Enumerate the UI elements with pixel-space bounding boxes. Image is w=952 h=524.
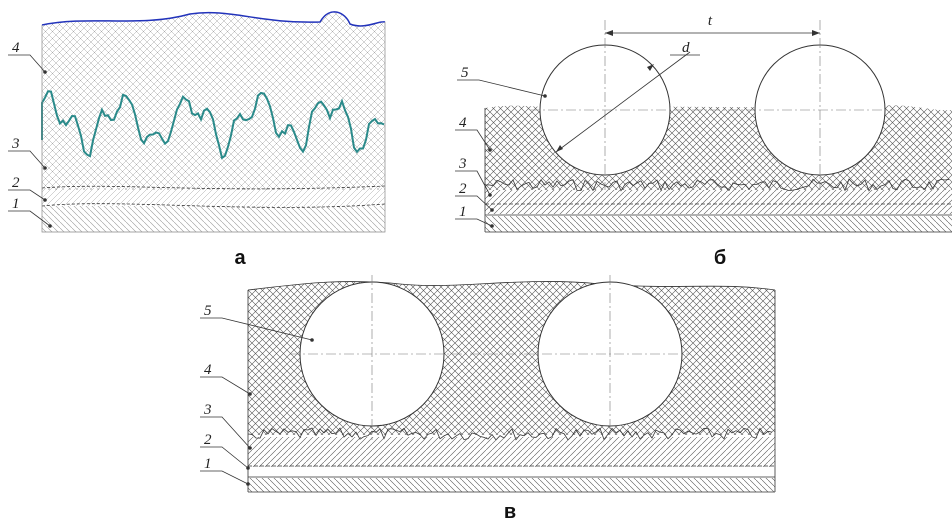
leader-line — [457, 79, 546, 97]
leader-dot — [246, 466, 250, 470]
pitch-label: t — [708, 13, 713, 29]
leader-line — [200, 376, 251, 395]
leader-line — [8, 150, 46, 169]
layer-label: 5 — [461, 65, 469, 81]
layer-label: 1 — [12, 196, 20, 212]
diameter-label: d — [682, 40, 690, 56]
panel-caption: а — [234, 247, 246, 269]
layer-label: 2 — [459, 181, 467, 197]
leader-line — [200, 416, 251, 449]
layer-1 — [42, 206, 385, 232]
leader-line — [8, 210, 51, 227]
leader-dot — [488, 193, 492, 197]
leader-dot — [310, 338, 314, 342]
layer-2 — [248, 437, 775, 467]
leader-line — [200, 470, 249, 485]
panel-caption: в — [504, 501, 516, 523]
layer-1 — [485, 216, 952, 232]
leader-line — [200, 317, 313, 341]
layer-label: 3 — [11, 136, 20, 152]
layer-label: 4 — [459, 115, 467, 131]
panel-b: t d — [484, 13, 952, 233]
layer-label: 2 — [12, 175, 20, 191]
leader-dot — [43, 70, 47, 74]
interface-line — [41, 90, 385, 160]
layer-label: 4 — [204, 362, 212, 378]
layer-4 — [42, 11, 385, 191]
leader-dot — [48, 224, 52, 228]
layer-label: 3 — [458, 156, 467, 172]
leader-dot — [488, 148, 492, 152]
panel-caption: б — [714, 247, 726, 269]
leader-line — [200, 446, 249, 469]
leader-dot — [490, 208, 494, 212]
leader-dot — [248, 392, 252, 396]
leader-line — [455, 195, 493, 211]
layer-2 — [485, 190, 952, 214]
leader-dot — [246, 482, 250, 486]
layer-label: 1 — [204, 456, 212, 472]
surface-top — [41, 11, 386, 27]
leader-line — [8, 54, 46, 73]
layer-label: 1 — [459, 204, 467, 220]
leader-dot — [43, 166, 47, 170]
layer-label: 4 — [12, 40, 20, 56]
labels: 4 3 2 1 5 4 3 2 1 5 4 3 2 1 а б в — [8, 40, 726, 523]
layer-1 — [248, 478, 775, 492]
leader-line — [8, 189, 46, 201]
leader-dot — [248, 446, 252, 450]
leader-dot — [490, 224, 494, 228]
leader-line — [455, 129, 491, 151]
layer-label: 2 — [204, 432, 212, 448]
leader-line — [455, 218, 493, 227]
layer-label: 3 — [203, 402, 212, 418]
leader-dot — [43, 198, 47, 202]
panel-c — [247, 275, 776, 493]
layer-label: 5 — [204, 303, 212, 319]
leader-line — [455, 170, 491, 196]
panel-a — [41, 11, 386, 233]
layer-2 — [42, 188, 385, 206]
leader-dot — [543, 94, 547, 98]
